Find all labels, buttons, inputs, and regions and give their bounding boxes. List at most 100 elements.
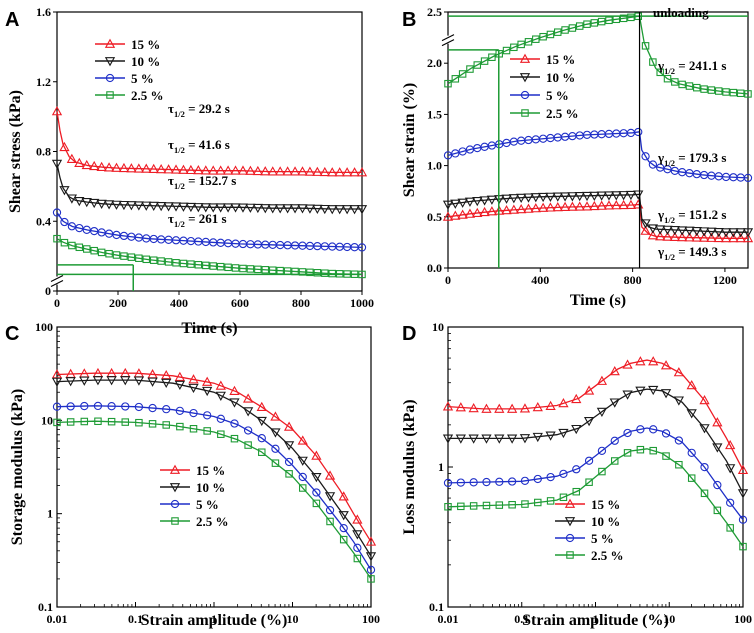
data-point-b-10	[508, 194, 519, 204]
data-point-d-2.5	[521, 500, 529, 508]
data-point-c-10	[161, 378, 172, 388]
data-point-d-2.5	[546, 497, 555, 505]
data-point-b-10	[625, 190, 637, 201]
data-point-b-2.5	[641, 42, 650, 50]
data-point-c-2.5	[285, 470, 293, 478]
y-tick-label-c-100: 100	[35, 320, 53, 334]
legend-label-c-10: 10 %	[196, 480, 225, 495]
data-point-a-2.5	[142, 255, 151, 264]
data-point-b-10	[640, 219, 651, 229]
half-life-annotation-a-1: τ1/2 = 29.2 s	[168, 101, 230, 119]
data-point-b-10	[552, 192, 563, 202]
data-point-c-10	[324, 492, 336, 502]
data-point-d-5	[726, 498, 735, 507]
legend-label-a-10: 10 %	[131, 54, 160, 69]
data-point-d-5	[482, 477, 491, 487]
data-point-b-15	[567, 201, 578, 211]
data-point-b-15	[720, 232, 732, 243]
data-point-b-15	[457, 209, 468, 219]
data-point-c-10	[79, 376, 90, 386]
half-life-annotation-b-4: γ1/2 = 149.3 s	[657, 244, 726, 262]
data-point-c-10	[106, 376, 117, 386]
half-life-symbol: γ	[657, 207, 664, 222]
data-point-a-10	[312, 204, 323, 214]
half-life-value: = 41.6 s	[185, 137, 230, 152]
series-a-15	[51, 106, 368, 177]
y-tick-label-b-0.5: 0.5	[427, 210, 442, 224]
data-point-b-15	[589, 200, 600, 211]
panel-label-a: A	[5, 9, 19, 31]
data-point-a-15	[208, 165, 219, 175]
data-point-d-5	[559, 469, 568, 478]
legend-marker-d-2.5	[566, 551, 574, 559]
data-point-d-5	[636, 425, 645, 434]
data-point-d-5	[507, 477, 517, 486]
data-point-c-10	[174, 380, 186, 391]
data-point-a-15	[51, 106, 63, 116]
data-point-b-15	[501, 205, 512, 215]
series-d-15	[442, 356, 749, 475]
data-point-d-5	[687, 448, 696, 458]
data-point-a-15	[133, 163, 144, 173]
data-point-c-2.5	[353, 554, 362, 563]
data-point-c-2.5	[367, 575, 375, 583]
data-point-b-5	[634, 127, 643, 137]
data-point-c-10	[92, 376, 104, 386]
y-tick-label-b-2.0: 2.0	[427, 56, 442, 70]
data-point-c-10	[133, 376, 145, 386]
legend-d: 15 % 10 % 5 % 2.5 %	[555, 497, 624, 563]
data-point-c-2.5	[298, 484, 307, 492]
data-point-a-15	[282, 166, 293, 176]
data-point-c-5	[257, 434, 266, 443]
data-point-c-2.5	[80, 417, 89, 426]
legend-label-c-2.5: 2.5 %	[196, 514, 229, 529]
data-point-b-10	[655, 225, 666, 235]
data-point-a-15	[170, 164, 182, 174]
data-point-a-10	[96, 199, 107, 210]
data-point-b-10	[479, 196, 490, 206]
data-point-a-10	[141, 201, 152, 211]
axis-break-gap-b	[442, 35, 454, 44]
data-point-a-2.5	[194, 261, 203, 269]
data-point-b-10	[486, 195, 498, 205]
y-tick-label-c-0.1: 0.1	[38, 600, 53, 614]
data-point-b-2.5	[451, 75, 460, 83]
data-point-b-2.5	[693, 83, 701, 92]
data-point-c-15	[311, 450, 322, 460]
data-point-c-2.5	[66, 418, 75, 426]
half-life-value: = 241.1 s	[675, 58, 726, 73]
legend-marker-c-15	[169, 464, 181, 474]
data-point-b-2.5	[444, 79, 452, 88]
data-point-c-2.5	[203, 427, 211, 435]
data-point-a-15	[289, 166, 301, 176]
x-axis-title-b: Time (s)	[570, 292, 626, 309]
data-point-a-2.5	[179, 259, 188, 268]
data-point-a-15	[230, 165, 241, 175]
data-point-b-10	[523, 193, 534, 203]
data-point-a-10	[51, 159, 63, 170]
data-point-b-10	[516, 193, 527, 204]
data-point-d-5	[520, 476, 530, 486]
data-point-c-15	[297, 435, 308, 445]
data-point-b-15	[581, 201, 593, 211]
legend-marker-a-2.5	[106, 91, 114, 99]
data-point-b-15	[516, 204, 527, 214]
data-point-b-2.5	[480, 57, 489, 65]
data-point-a-2.5	[216, 262, 225, 271]
data-point-a-15	[118, 162, 130, 173]
half-life-value: = 151.2 s	[675, 207, 726, 222]
legend-label-d-15: 15 %	[591, 497, 620, 512]
series-line-c-15	[56, 372, 372, 543]
x-axis-title-a: Time (s)	[181, 320, 237, 337]
data-point-d-15	[468, 402, 479, 413]
y-tick-label-b-1.5: 1.5	[427, 107, 442, 121]
series-c-5	[52, 401, 376, 575]
data-point-d-15	[532, 402, 543, 412]
data-point-d-10	[532, 432, 543, 443]
data-point-d-2.5	[559, 493, 568, 502]
data-point-c-15	[229, 385, 240, 395]
data-point-d-2.5	[482, 501, 491, 510]
data-point-d-15	[699, 395, 710, 405]
data-point-b-2.5	[458, 70, 467, 78]
